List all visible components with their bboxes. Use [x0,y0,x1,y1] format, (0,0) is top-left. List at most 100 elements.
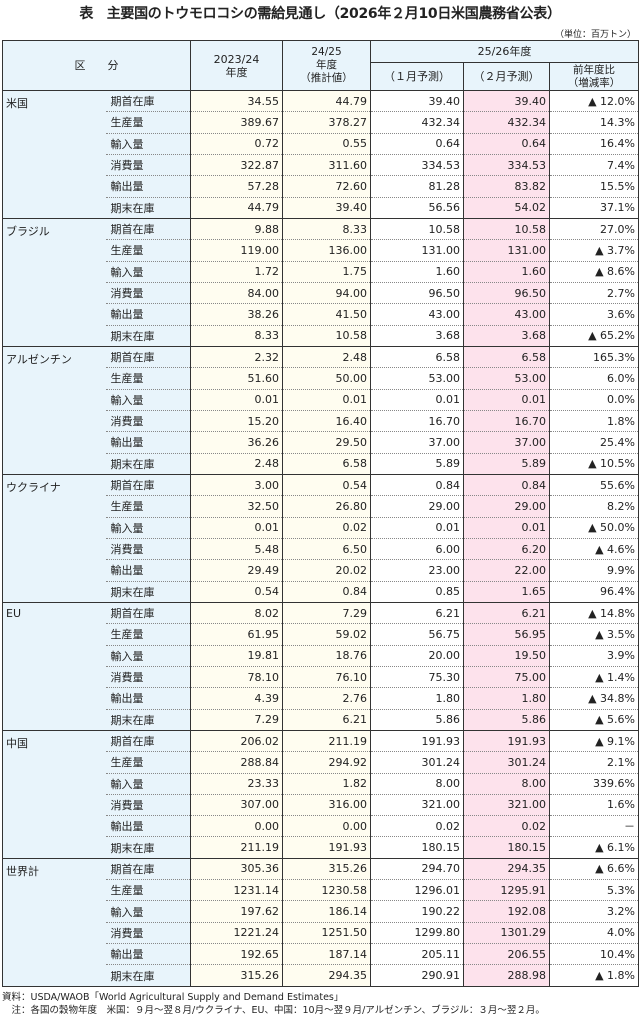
value-yoy-change: 165.3% [549,346,639,369]
value-2023-24: 38.26 [190,303,283,326]
value-2023-24: 315.26 [190,964,283,987]
value-2024-25: 59.02 [282,623,371,646]
value-2024-25: 6.50 [282,538,371,561]
value-jan-forecast: 16.70 [370,410,464,433]
value-jan-forecast: 5.89 [370,453,464,475]
value-yoy-change: 5.3% [549,879,639,902]
value-feb-forecast: 1.65 [463,581,550,603]
value-2023-24: 34.55 [190,90,283,113]
table-row: 輸入量 0.01 0.01 0.01 0.01 0.0% [3,389,639,411]
value-2024-25: 44.79 [282,90,371,113]
value-feb-forecast: 0.01 [463,389,550,411]
table-row: EU 期首在庫 8.02 7.29 6.21 6.21 ▲ 14.8% [2,602,639,731]
value-2024-25: 0.00 [282,815,371,838]
item-label: 輸入量 [105,133,191,155]
header-feb-forecast: （２月予測） [463,62,550,91]
item-label: 期末在庫 [105,709,191,731]
value-2023-24: 9.88 [190,218,283,241]
table-row: 輸出量 4.39 2.76 1.80 1.80 ▲ 34.8% [3,687,639,710]
value-2023-24: 192.65 [190,943,283,966]
value-yoy-change: 339.6% [549,773,639,795]
value-2023-24: 57.28 [190,175,283,198]
value-jan-forecast: 3.68 [370,325,464,347]
item-label: 輸入量 [105,517,191,539]
value-yoy-change: 2.7% [549,282,639,305]
value-2024-25: 0.01 [282,389,371,411]
item-label: 輸出量 [105,175,191,198]
value-jan-forecast: 1299.80 [370,922,464,945]
value-jan-forecast: 1.60 [370,261,464,283]
value-2024-25: 94.00 [282,282,371,305]
country-label: アルゼンチン [2,346,106,475]
value-feb-forecast: 6.58 [463,346,550,369]
value-yoy-change: ▲ 9.1% [549,730,639,753]
value-jan-forecast: 8.00 [370,773,464,795]
table-row: 期末在庫 2.48 6.58 5.89 5.89 ▲ 10.5% [3,453,639,475]
value-2024-25: 1.82 [282,773,371,795]
value-jan-forecast: 294.70 [370,858,464,881]
value-feb-forecast: 0.64 [463,133,550,155]
season-note: 注：各国の穀物年度 米国：９月～翌８月/ウクライナ、EU、中国：10月～翌９月/… [2,1005,545,1016]
value-jan-forecast: 0.64 [370,133,464,155]
value-2023-24: 288.84 [190,751,283,774]
table-row: 生産量 119.00 136.00 131.00 131.00 ▲ 3.7% [3,239,639,262]
value-2024-25: 2.48 [282,346,371,369]
page-title: 表 主要国のトウモロコシの需給見通し（2026年２月10日米国農務省公表） [79,6,561,22]
item-label: 生産量 [105,367,191,390]
value-yoy-change: 3.6% [549,303,639,326]
table-row: ブラジル 期首在庫 9.88 8.33 10.58 10.58 27.0% [2,218,639,347]
value-yoy-change: 25.4% [549,431,639,454]
value-2024-25: 6.21 [282,709,371,731]
value-2023-24: 119.00 [190,239,283,262]
table-row: 生産量 51.60 50.00 53.00 53.00 6.0% [3,367,639,390]
value-yoy-change: 55.6% [549,474,639,497]
value-2024-25: 6.58 [282,453,371,475]
table-row: 期末在庫 7.29 6.21 5.86 5.86 ▲ 5.6% [3,709,639,731]
table-row: 期末在庫 211.19 191.93 180.15 180.15 ▲ 6.1% [3,836,639,859]
value-yoy-change: 1.8% [549,410,639,433]
item-label: 期首在庫 [105,602,191,625]
value-feb-forecast: 3.68 [463,325,550,347]
value-jan-forecast: 6.00 [370,538,464,561]
value-feb-forecast: 0.01 [463,517,550,539]
item-label: 輸出量 [105,815,191,838]
item-label: 期末在庫 [105,581,191,603]
value-2024-25: 1230.58 [282,879,371,902]
item-label: 輸出量 [105,559,191,582]
item-label: 生産量 [105,111,191,134]
table-row: 期末在庫 44.79 39.40 56.56 54.02 37.1% [3,197,639,219]
item-label: 期末在庫 [105,964,191,987]
value-jan-forecast: 205.11 [370,943,464,966]
value-2023-24: 2.32 [190,346,283,369]
value-2024-25: 294.35 [282,964,371,987]
value-2024-25: 378.27 [282,111,371,134]
value-yoy-change: ▲ 14.8% [549,602,639,625]
item-label: 輸出量 [105,303,191,326]
table-row: 期末在庫 8.33 10.58 3.68 3.68 ▲ 65.2% [3,325,639,347]
value-2024-25: 72.60 [282,175,371,198]
value-jan-forecast: 23.00 [370,559,464,582]
value-2024-25: 18.76 [282,645,371,667]
value-2024-25: 186.14 [282,900,371,923]
value-2024-25: 20.02 [282,559,371,582]
item-label: 輸出量 [105,687,191,710]
value-yoy-change: ▲ 3.5% [549,623,639,646]
value-2023-24: 2.48 [190,453,283,475]
supply-demand-table: 区 分 2023/24 年度 24/25 年度 （推計値） 25/26年度 （１… [2,40,639,987]
value-2023-24: 1.72 [190,261,283,283]
value-2024-25: 0.54 [282,474,371,497]
table-row: 消費量 322.87 311.60 334.53 334.53 7.4% [3,154,639,177]
value-2024-25: 10.58 [282,325,371,347]
value-jan-forecast: 180.15 [370,836,464,859]
value-2023-24: 206.02 [190,730,283,753]
value-yoy-change: 15.5% [549,175,639,198]
value-feb-forecast: 39.40 [463,90,550,113]
item-label: 生産量 [105,879,191,902]
value-jan-forecast: 334.53 [370,154,464,177]
value-feb-forecast: 321.00 [463,794,550,817]
table-row: 生産量 61.95 59.02 56.75 56.95 ▲ 3.5% [3,623,639,646]
value-feb-forecast: 29.00 [463,495,550,518]
value-yoy-change: － [549,815,639,838]
value-jan-forecast: 290.91 [370,964,464,987]
value-yoy-change: ▲ 6.1% [549,836,639,859]
